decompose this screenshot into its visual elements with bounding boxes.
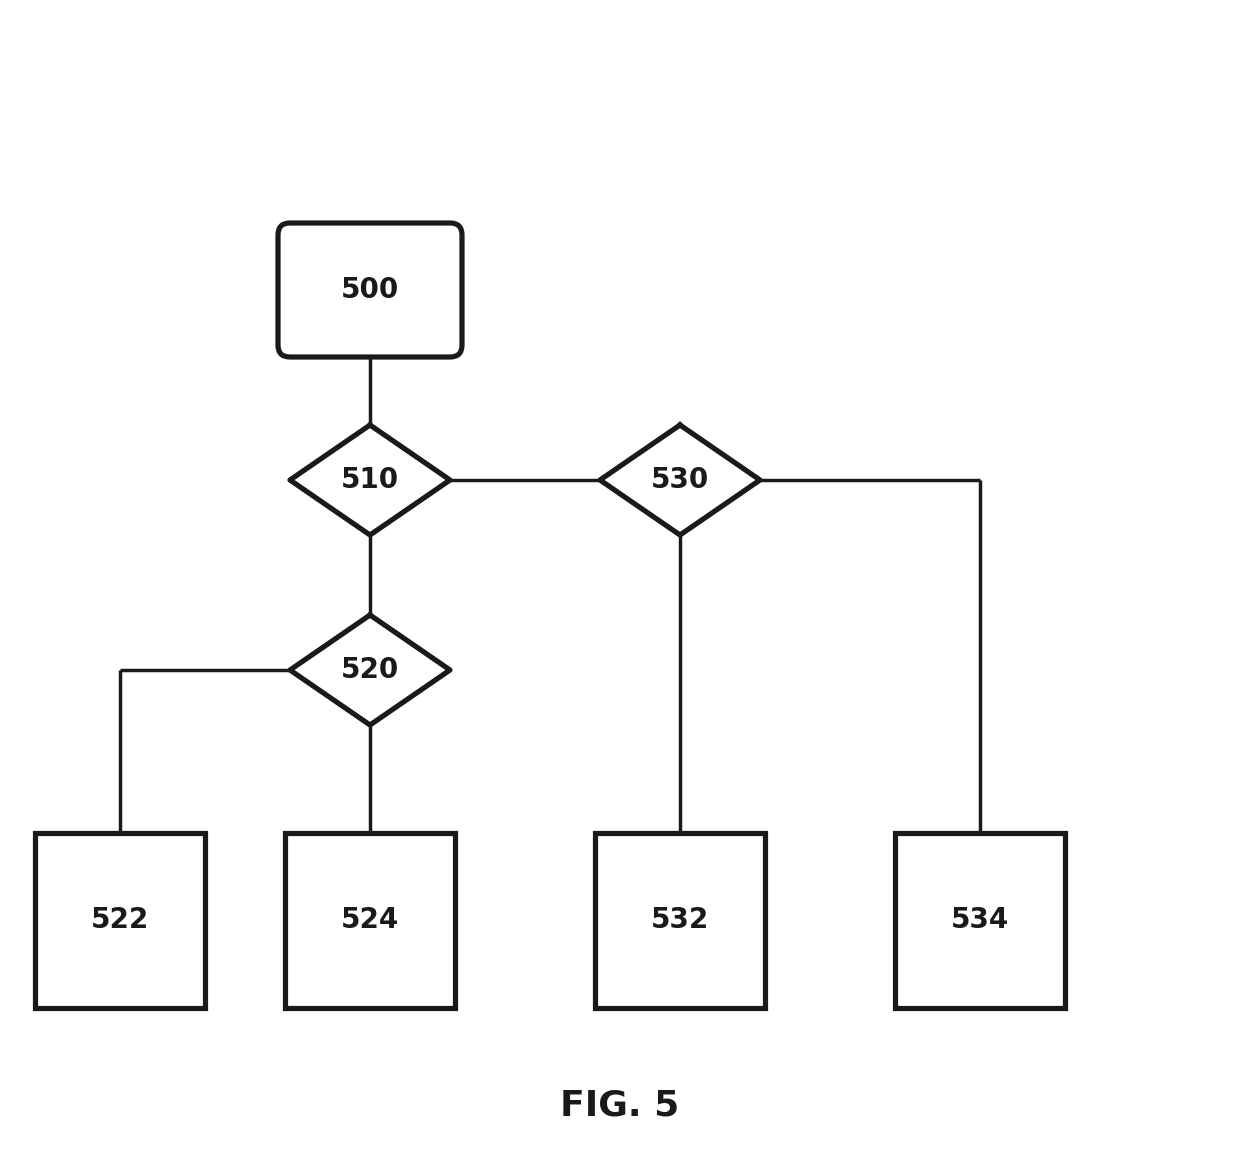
Polygon shape <box>290 425 450 535</box>
Text: 522: 522 <box>91 906 149 934</box>
Text: 500: 500 <box>341 276 399 304</box>
Polygon shape <box>600 425 760 535</box>
Text: 524: 524 <box>341 906 399 934</box>
Bar <box>895 833 1065 1008</box>
Bar <box>285 833 455 1008</box>
Text: 530: 530 <box>651 466 709 494</box>
Bar <box>35 833 205 1008</box>
Text: 520: 520 <box>341 657 399 684</box>
Polygon shape <box>290 615 450 725</box>
Bar <box>595 833 765 1008</box>
Text: 532: 532 <box>651 906 709 934</box>
FancyBboxPatch shape <box>278 223 463 357</box>
Text: FIG. 5: FIG. 5 <box>560 1088 680 1122</box>
Text: 534: 534 <box>951 906 1009 934</box>
Text: 510: 510 <box>341 466 399 494</box>
